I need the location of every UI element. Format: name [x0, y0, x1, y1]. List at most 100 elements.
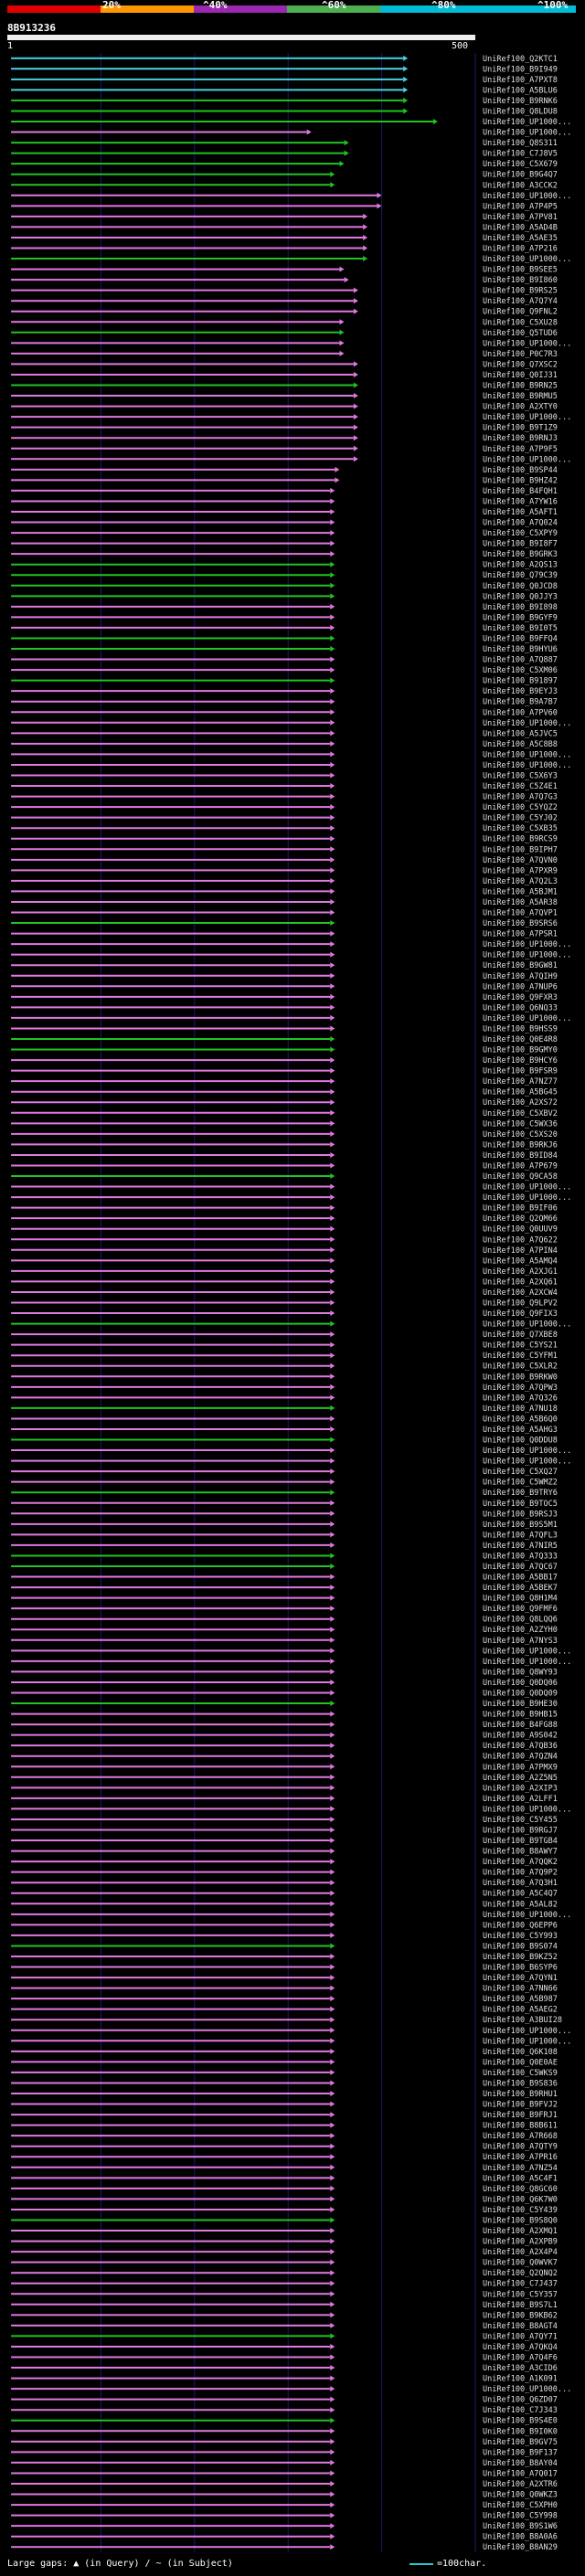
hit-row[interactable]: UniRef100_Q8H1M4	[11, 1595, 558, 1604]
hit-row[interactable]: UniRef100_B9HZ42	[11, 476, 558, 485]
hit-row[interactable]: UniRef100_A5BG45	[11, 1088, 558, 1097]
hit-label[interactable]: UniRef100_C5WKS9	[483, 2069, 558, 2078]
hit-label[interactable]: UniRef100_A2XTY0	[483, 403, 558, 412]
hit-label[interactable]: UniRef100_C5YFM1	[483, 1352, 558, 1361]
hit-label[interactable]: UniRef100_UP1000...	[483, 1447, 571, 1456]
hit-label[interactable]: UniRef100_A5BLU6	[483, 86, 558, 95]
hit-row[interactable]: UniRef100_C5Y455	[11, 1816, 558, 1825]
hit-row[interactable]: UniRef100_A5C4Q7	[11, 1890, 558, 1899]
hit-label[interactable]: UniRef100_B8AGT4	[483, 2322, 558, 2331]
hit-label[interactable]: UniRef100_B9EYJ3	[483, 687, 558, 696]
hit-row[interactable]: UniRef100_B9S074	[11, 1942, 558, 1951]
hit-label[interactable]: UniRef100_B9GW81	[483, 961, 558, 970]
hit-row[interactable]: UniRef100_A2XTR6	[11, 2480, 558, 2489]
hit-row[interactable]: UniRef100_B9F137	[11, 2448, 558, 2457]
hit-row[interactable]: UniRef100_A7Q4F6	[11, 2354, 558, 2363]
hit-label[interactable]: UniRef100_A7QKQ4	[483, 2343, 558, 2352]
hit-row[interactable]: UniRef100_B9HYU6	[11, 645, 558, 654]
hit-label[interactable]: UniRef100_C7J343	[483, 2406, 558, 2415]
hit-row[interactable]: UniRef100_Q2KTC1	[11, 55, 558, 64]
hit-label[interactable]: UniRef100_A7Q622	[483, 1235, 558, 1245]
hit-row[interactable]: UniRef100_A3CCK2	[11, 181, 558, 190]
hit-label[interactable]: UniRef100_A3CID6	[483, 2364, 558, 2373]
hit-row[interactable]: UniRef100_B9GMY0	[11, 1046, 558, 1055]
hit-row[interactable]: UniRef100_A2XIP3	[11, 1784, 558, 1793]
hit-row[interactable]: UniRef100_B9GRK3	[11, 550, 558, 559]
hit-label[interactable]: UniRef100_Q6K7W0	[483, 2195, 558, 2204]
hit-row[interactable]: UniRef100_UP1000...	[11, 1805, 571, 1814]
hit-row[interactable]: UniRef100_A5BB17	[11, 1574, 558, 1583]
hit-row[interactable]: UniRef100_UP1000...	[11, 719, 571, 728]
hit-row[interactable]: UniRef100_A7Q7Y4	[11, 297, 558, 306]
hit-row[interactable]: UniRef100_UP1000...	[11, 1193, 571, 1203]
hit-label[interactable]: UniRef100_B9S8Q0	[483, 2216, 558, 2225]
hit-row[interactable]: UniRef100_Q2QM66	[11, 1214, 558, 1224]
hit-label[interactable]: UniRef100_B9S5M1	[483, 1521, 558, 1530]
hit-label[interactable]: UniRef100_B9GRK3	[483, 550, 558, 559]
hit-row[interactable]: UniRef100_C5XPY9	[11, 529, 558, 538]
hit-label[interactable]: UniRef100_Q9CA58	[483, 1172, 558, 1182]
hit-row[interactable]: UniRef100_A2XCW4	[11, 1288, 558, 1298]
hit-row[interactable]: UniRef100_B9HSS9	[11, 1024, 558, 1034]
hit-row[interactable]: UniRef100_A7PV81	[11, 213, 558, 222]
hit-label[interactable]: UniRef100_A5C4F1	[483, 2174, 558, 2183]
hit-row[interactable]: UniRef100_A5B987	[11, 1995, 558, 2004]
hit-row[interactable]: UniRef100_Q9FXR3	[11, 993, 558, 1002]
hit-row[interactable]: UniRef100_B9S5M1	[11, 1521, 558, 1530]
hit-row[interactable]: UniRef100_UP1000...	[11, 129, 571, 138]
hit-row[interactable]: UniRef100_A3CID6	[11, 2364, 558, 2373]
hit-row[interactable]: UniRef100_B91897	[11, 677, 558, 686]
hit-row[interactable]: UniRef100_C5XB35	[11, 824, 558, 833]
hit-label[interactable]: UniRef100_A7NN66	[483, 1985, 558, 1994]
hit-row[interactable]: UniRef100_A7P679	[11, 1161, 558, 1171]
hit-row[interactable]: UniRef100_UP1000...	[11, 1458, 571, 1467]
hit-row[interactable]: UniRef100_UP1000...	[11, 255, 571, 264]
hit-label[interactable]: UniRef100_A2XS72	[483, 1098, 558, 1108]
hit-row[interactable]: UniRef100_Q0DQ06	[11, 1679, 558, 1688]
hit-row[interactable]: UniRef100_A1K091	[11, 2375, 558, 2384]
hit-label[interactable]: UniRef100_B9HCY6	[483, 1056, 558, 1065]
hit-label[interactable]: UniRef100_B9S836	[483, 2079, 558, 2088]
hit-row[interactable]: UniRef100_A7Q622	[11, 1235, 558, 1245]
hit-label[interactable]: UniRef100_Q9FXR3	[483, 993, 558, 1002]
hit-label[interactable]: UniRef100_Q0UUV9	[483, 1225, 558, 1235]
hit-label[interactable]: UniRef100_A7R668	[483, 2132, 558, 2141]
hit-label[interactable]: UniRef100_UP1000...	[483, 2037, 571, 2046]
hit-label[interactable]: UniRef100_C5XM06	[483, 666, 558, 675]
hit-row[interactable]: UniRef100_A7QY71	[11, 2332, 558, 2341]
hit-row[interactable]: UniRef100_C5Z4E1	[11, 782, 558, 791]
hit-row[interactable]: UniRef100_B9RKW0	[11, 1373, 558, 1382]
hit-row[interactable]: UniRef100_Q9FMF6	[11, 1605, 558, 1614]
hit-row[interactable]: UniRef100_A7QTY9	[11, 2143, 558, 2152]
hit-row[interactable]: UniRef100_A2XPB9	[11, 2238, 558, 2247]
hit-row[interactable]: UniRef100_A7QPW3	[11, 1383, 558, 1393]
hit-row[interactable]: UniRef100_C5X6Y3	[11, 771, 558, 780]
hit-row[interactable]: UniRef100_A7Q7G3	[11, 793, 558, 802]
hit-label[interactable]: UniRef100_B9FRJ1	[483, 2111, 558, 2120]
hit-row[interactable]: UniRef100_UP1000...	[11, 1447, 571, 1456]
hit-label[interactable]: UniRef100_Q6EPP6	[483, 1921, 558, 1930]
hit-row[interactable]: UniRef100_A2LFF1	[11, 1795, 558, 1804]
hit-row[interactable]: UniRef100_A7PSR1	[11, 930, 558, 939]
hit-label[interactable]: UniRef100_Q0DDU8	[483, 1436, 558, 1446]
hit-label[interactable]: UniRef100_B9I0T5	[483, 624, 558, 633]
hit-label[interactable]: UniRef100_A5BJM1	[483, 887, 558, 896]
hit-label[interactable]: UniRef100_C5XPY9	[483, 529, 558, 538]
hit-row[interactable]: UniRef100_B8AN29	[11, 2543, 558, 2552]
hit-row[interactable]: UniRef100_C5Y998	[11, 2512, 558, 2521]
hit-row[interactable]: UniRef100_Q0JJY3	[11, 592, 558, 601]
hit-row[interactable]: UniRef100_A7NZ54	[11, 2164, 558, 2173]
hit-row[interactable]: UniRef100_C5XPH0	[11, 2501, 558, 2510]
hit-row[interactable]: UniRef100_Q9CA58	[11, 1172, 558, 1182]
hit-label[interactable]: UniRef100_A7QY71	[483, 2332, 558, 2341]
hit-row[interactable]: UniRef100_A3BUI28	[11, 2016, 562, 2025]
hit-label[interactable]: UniRef100_B9I949	[483, 65, 558, 74]
hit-label[interactable]: UniRef100_A7PXT8	[483, 76, 558, 85]
hit-label[interactable]: UniRef100_A1K091	[483, 2375, 558, 2384]
hit-row[interactable]: UniRef100_Q8WY93	[11, 1668, 558, 1677]
hit-row[interactable]: UniRef100_Q8LDU8	[11, 107, 558, 116]
hit-label[interactable]: UniRef100_A7Q017	[483, 2469, 558, 2478]
hit-row[interactable]: UniRef100_A7Q024	[11, 519, 558, 528]
hit-row[interactable]: UniRef100_A7NIR5	[11, 1542, 558, 1551]
hit-label[interactable]: UniRef100_C5Y993	[483, 1932, 558, 1941]
